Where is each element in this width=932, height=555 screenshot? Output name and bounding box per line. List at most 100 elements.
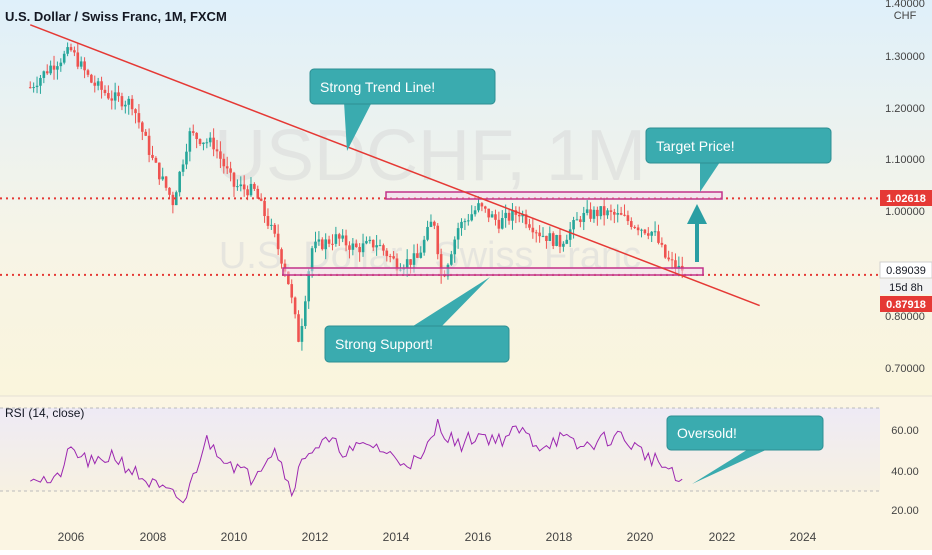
resistance-zone-rect[interactable] bbox=[385, 191, 723, 200]
candle-body[interactable] bbox=[613, 211, 616, 215]
candle-body[interactable] bbox=[90, 74, 93, 83]
support-zone-rect[interactable] bbox=[282, 267, 704, 276]
candle-body[interactable] bbox=[164, 176, 168, 188]
candle-body[interactable] bbox=[494, 214, 497, 220]
candle-body[interactable] bbox=[259, 198, 263, 201]
candle-body[interactable] bbox=[297, 314, 300, 342]
candle-body[interactable] bbox=[477, 203, 480, 211]
candle-body[interactable] bbox=[558, 234, 562, 247]
candle-body[interactable] bbox=[463, 221, 467, 223]
candle-body[interactable] bbox=[290, 284, 294, 298]
candle-body[interactable] bbox=[416, 253, 419, 258]
candle-body[interactable] bbox=[28, 87, 32, 89]
candle-body[interactable] bbox=[650, 231, 653, 236]
candle-body[interactable] bbox=[219, 151, 222, 159]
candle-body[interactable] bbox=[351, 243, 355, 250]
candle-body[interactable] bbox=[467, 220, 470, 222]
trend-line[interactable] bbox=[29, 24, 760, 307]
candle-body[interactable] bbox=[147, 135, 151, 155]
candle-body[interactable] bbox=[157, 162, 161, 180]
candle-body[interactable] bbox=[633, 226, 637, 228]
candle-body[interactable] bbox=[589, 209, 592, 219]
candle-body[interactable] bbox=[314, 241, 317, 249]
candle-body[interactable] bbox=[599, 206, 603, 217]
candle-body[interactable] bbox=[433, 221, 436, 226]
candle-body[interactable] bbox=[382, 245, 385, 251]
candle-body[interactable] bbox=[348, 245, 351, 250]
candle-body[interactable] bbox=[130, 98, 134, 110]
candle-body[interactable] bbox=[198, 139, 202, 145]
candle-body[interactable] bbox=[79, 61, 83, 67]
candle-body[interactable] bbox=[541, 235, 545, 237]
candle-body[interactable] bbox=[646, 233, 650, 236]
candle-body[interactable] bbox=[266, 216, 270, 226]
candle-body[interactable] bbox=[307, 271, 311, 302]
candle-body[interactable] bbox=[470, 214, 474, 221]
candle-body[interactable] bbox=[548, 233, 552, 242]
candle-body[interactable] bbox=[178, 171, 181, 193]
candle-body[interactable] bbox=[585, 209, 589, 213]
candle-body[interactable] bbox=[545, 235, 548, 242]
candle-body[interactable] bbox=[49, 65, 52, 74]
candle-body[interactable] bbox=[422, 239, 426, 253]
candle-body[interactable] bbox=[110, 98, 114, 101]
candle-body[interactable] bbox=[429, 221, 433, 227]
candle-body[interactable] bbox=[643, 229, 647, 234]
candle-body[interactable] bbox=[62, 53, 66, 63]
candle-body[interactable] bbox=[137, 113, 141, 123]
candle-body[interactable] bbox=[66, 47, 69, 54]
candle-body[interactable] bbox=[555, 234, 558, 246]
callout-support[interactable]: Strong Support! bbox=[324, 277, 510, 363]
candle-body[interactable] bbox=[500, 218, 504, 229]
candle-body[interactable] bbox=[320, 239, 324, 250]
candle-body[interactable] bbox=[368, 239, 372, 242]
candle-body[interactable] bbox=[331, 243, 334, 245]
candle-body[interactable] bbox=[392, 256, 395, 259]
candle-body[interactable] bbox=[490, 214, 494, 218]
candle-body[interactable] bbox=[73, 50, 76, 53]
candle-body[interactable] bbox=[127, 98, 131, 105]
candle-body[interactable] bbox=[517, 214, 521, 217]
candle-body[interactable] bbox=[371, 239, 375, 248]
candle-body[interactable] bbox=[405, 259, 409, 268]
candle-body[interactable] bbox=[154, 157, 158, 163]
candle-body[interactable] bbox=[507, 212, 511, 221]
candle-body[interactable] bbox=[606, 210, 609, 216]
candle-body[interactable] bbox=[456, 228, 460, 240]
candle-body[interactable] bbox=[412, 253, 416, 265]
candle-body[interactable] bbox=[107, 93, 110, 99]
candle-body[interactable] bbox=[304, 301, 307, 327]
candle-body[interactable] bbox=[232, 172, 236, 187]
candle-body[interactable] bbox=[460, 221, 463, 229]
candle-body[interactable] bbox=[52, 65, 56, 70]
candle-body[interactable] bbox=[528, 224, 531, 228]
candle-body[interactable] bbox=[310, 248, 314, 272]
candle-body[interactable] bbox=[222, 158, 226, 167]
candle-body[interactable] bbox=[117, 92, 120, 97]
candle-body[interactable] bbox=[103, 89, 107, 94]
candle-body[interactable] bbox=[96, 81, 100, 86]
candle-body[interactable] bbox=[191, 131, 195, 133]
candle-body[interactable] bbox=[378, 245, 382, 247]
candle-body[interactable] bbox=[453, 239, 457, 255]
candle-body[interactable] bbox=[242, 184, 246, 190]
candle-body[interactable] bbox=[59, 62, 63, 67]
candle-body[interactable] bbox=[630, 221, 633, 227]
candle-body[interactable] bbox=[575, 219, 579, 221]
candle-body[interactable] bbox=[236, 186, 239, 188]
candle-body[interactable] bbox=[45, 71, 49, 74]
candle-body[interactable] bbox=[300, 326, 304, 342]
candle-body[interactable] bbox=[35, 85, 39, 88]
candle-body[interactable] bbox=[134, 109, 137, 114]
candle-body[interactable] bbox=[270, 224, 273, 226]
candle-body[interactable] bbox=[229, 168, 232, 173]
candle-body[interactable] bbox=[538, 232, 541, 237]
candle-body[interactable] bbox=[249, 183, 253, 196]
candle-body[interactable] bbox=[42, 71, 46, 78]
candle-body[interactable] bbox=[565, 239, 569, 244]
candle-body[interactable] bbox=[511, 210, 514, 221]
candle-body[interactable] bbox=[616, 213, 620, 215]
candle-body[interactable] bbox=[56, 66, 59, 70]
rsi-axis[interactable]: 60.00 40.00 20.00 bbox=[891, 425, 919, 517]
candle-body[interactable] bbox=[337, 234, 341, 239]
